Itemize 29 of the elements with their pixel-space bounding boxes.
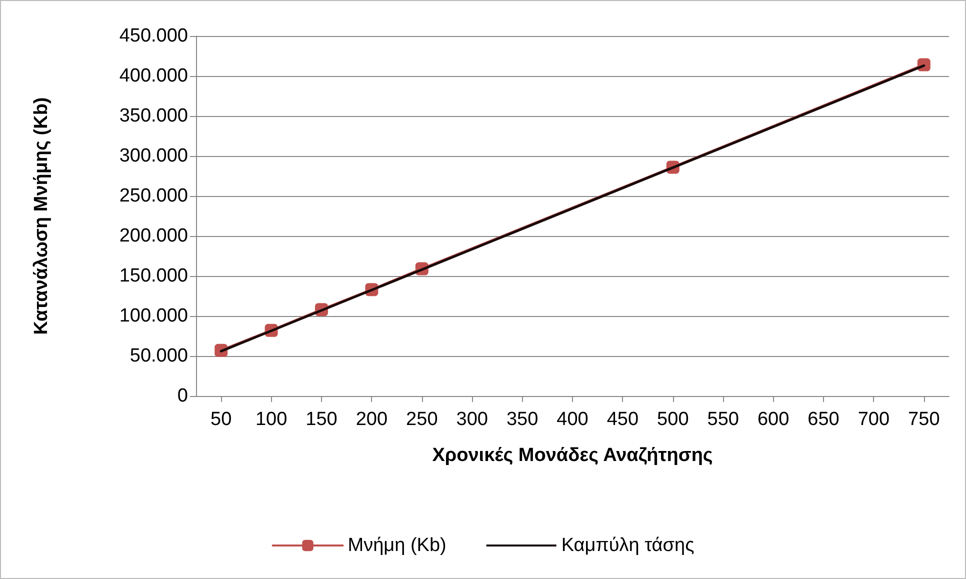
x-axis-title: Χρονικές Μονάδες Αναζήτησης xyxy=(432,445,713,466)
y-tick-label: 350.000 xyxy=(119,106,188,126)
x-tick-label: 600 xyxy=(757,409,790,430)
legend-label: Καμπύλη τάσης xyxy=(561,535,694,556)
y-tick-label: 150.000 xyxy=(119,266,188,286)
x-tick-label: 400 xyxy=(556,409,588,430)
y-tick-label: 200.000 xyxy=(119,226,188,246)
x-tick-label: 200 xyxy=(356,409,388,430)
x-tick-label: 450 xyxy=(606,409,639,430)
x-tick-label: 100 xyxy=(255,409,288,430)
x-tick-label: 650 xyxy=(808,409,840,430)
x-tick-label: 350 xyxy=(506,409,538,430)
y-tick-label: 400.000 xyxy=(119,66,188,86)
y-tick-label: 0 xyxy=(177,386,188,406)
y-axis-title: Κατανάλωση Μνήμης (Kb) xyxy=(31,97,52,335)
y-tick-label: 250.000 xyxy=(119,186,188,206)
x-tick-label: 300 xyxy=(456,409,488,430)
y-tick-label: 100.000 xyxy=(119,306,188,326)
x-tick-label: 550 xyxy=(707,409,739,430)
legend-label: Μνήμη (Kb) xyxy=(348,535,446,556)
y-tick-label: 450.000 xyxy=(119,26,188,46)
x-tick-label: 150 xyxy=(306,409,338,430)
x-tick-label: 50 xyxy=(210,409,232,430)
x-tick-label: 500 xyxy=(657,409,689,430)
y-tick-label: 50.000 xyxy=(130,346,188,366)
y-tick-label: 300.000 xyxy=(119,146,188,166)
x-tick-label: 700 xyxy=(858,409,890,430)
x-tick-label: 250 xyxy=(406,409,438,430)
x-tick-label: 750 xyxy=(908,409,940,430)
